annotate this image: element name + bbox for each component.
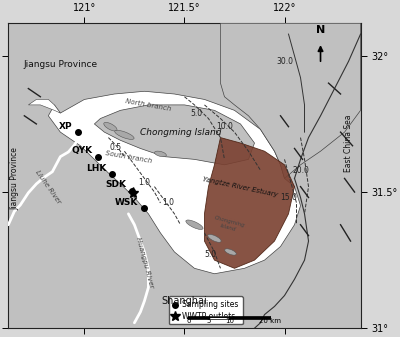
Text: 1.0: 1.0 (138, 178, 150, 187)
Text: 30.0: 30.0 (276, 57, 293, 66)
Ellipse shape (115, 130, 134, 140)
Polygon shape (204, 137, 294, 268)
Text: LHK: LHK (86, 164, 106, 173)
Text: SDK: SDK (106, 180, 126, 189)
Text: South branch: South branch (105, 150, 152, 164)
Text: Yangtze River Estuary: Yangtze River Estuary (202, 176, 278, 197)
Text: 5.0: 5.0 (204, 250, 216, 259)
Text: 10: 10 (225, 318, 234, 324)
Text: Huangpu River: Huangpu River (135, 237, 154, 289)
Text: 1.0: 1.0 (162, 198, 174, 208)
Text: 20.0: 20.0 (292, 166, 309, 175)
Text: Chongming
Island: Chongming Island (212, 215, 245, 234)
Polygon shape (28, 99, 60, 113)
Text: WSK: WSK (115, 198, 138, 207)
Ellipse shape (208, 235, 221, 242)
Text: 5.0: 5.0 (190, 109, 202, 118)
Text: North branch: North branch (125, 98, 172, 112)
Text: 10.0: 10.0 (216, 122, 233, 131)
Text: 15.0: 15.0 (280, 193, 297, 202)
Text: Chongming Island: Chongming Island (140, 128, 221, 136)
Text: Jiangsu Province: Jiangsu Province (11, 147, 20, 210)
Text: Liuhe River: Liuhe River (34, 169, 62, 205)
Text: Shanghai: Shanghai (162, 296, 207, 306)
Polygon shape (94, 105, 254, 165)
Text: Jiangsu Province: Jiangsu Province (23, 60, 98, 68)
Polygon shape (220, 23, 360, 178)
Text: 20 km: 20 km (260, 318, 282, 324)
Text: XP: XP (59, 122, 72, 131)
Text: 0: 0 (186, 318, 191, 324)
Ellipse shape (186, 220, 203, 229)
Ellipse shape (154, 151, 166, 157)
Text: QYK: QYK (71, 146, 92, 155)
Text: 0.5: 0.5 (109, 143, 122, 152)
Text: 5: 5 (207, 318, 211, 324)
Polygon shape (48, 91, 300, 274)
Legend: Sampling sites, WWTP outlets: Sampling sites, WWTP outlets (169, 297, 242, 325)
Text: N: N (316, 26, 325, 35)
Ellipse shape (225, 249, 236, 255)
Text: East China Sea: East China Sea (344, 114, 353, 172)
Ellipse shape (104, 122, 117, 131)
